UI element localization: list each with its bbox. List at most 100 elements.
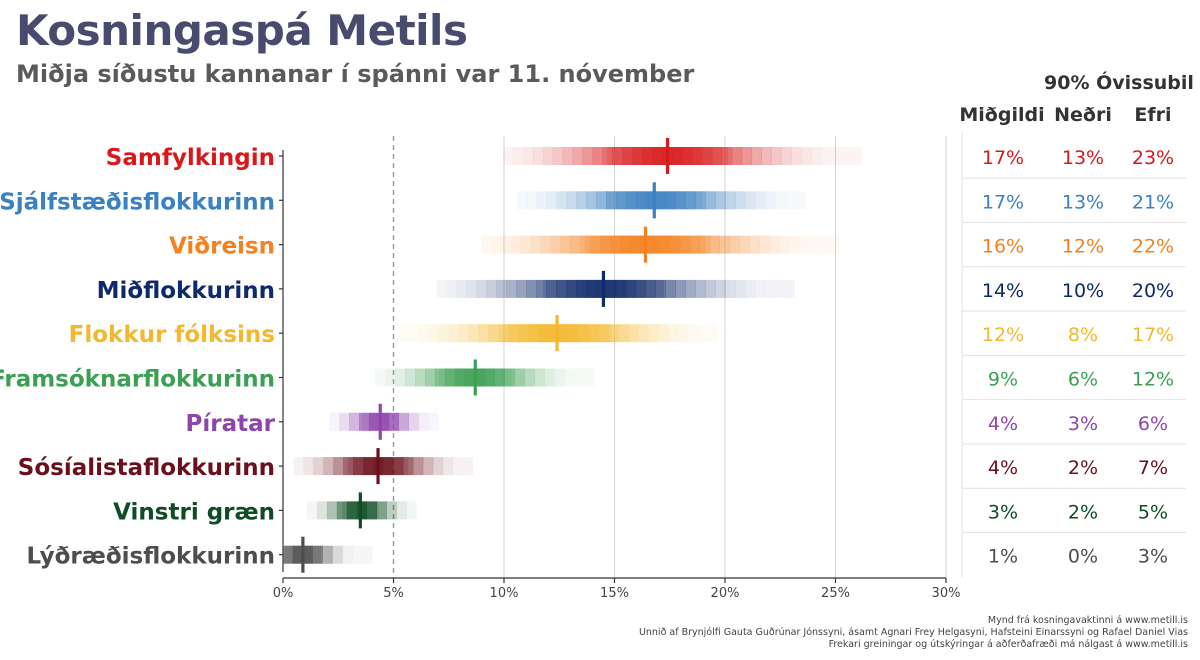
density-segment xyxy=(598,324,609,343)
density-segment xyxy=(556,279,567,298)
median-value: 4% xyxy=(988,457,1018,479)
density-segment xyxy=(765,191,776,210)
party-label: Samfylkingin xyxy=(106,145,275,171)
density-segment xyxy=(339,412,350,431)
x-tick-label: 25% xyxy=(821,586,850,601)
density-segment xyxy=(546,191,557,210)
density-segment xyxy=(336,501,348,520)
density-segment xyxy=(638,324,649,343)
density-segment xyxy=(523,147,534,165)
density-segment xyxy=(695,279,706,298)
density-segment xyxy=(689,235,701,254)
density-segment xyxy=(566,191,577,210)
density-segment xyxy=(725,191,736,210)
density-segment xyxy=(789,235,800,254)
density-segment xyxy=(791,147,802,165)
density-segment xyxy=(580,235,591,254)
party-label: Flokkur fólksins xyxy=(69,322,275,348)
upper-value: 20% xyxy=(1132,280,1174,302)
density-segment xyxy=(574,368,585,387)
density-segment xyxy=(705,279,716,298)
density-segment xyxy=(302,545,313,564)
density-segment xyxy=(647,324,659,343)
density-segment xyxy=(576,279,587,298)
density-segment xyxy=(642,147,653,165)
density-segment xyxy=(741,147,753,165)
density-segment xyxy=(488,324,500,343)
density-segment xyxy=(635,279,646,298)
page-title: Kosningaspá Metils xyxy=(16,6,468,55)
density-segment xyxy=(466,279,477,298)
density-segment xyxy=(632,147,643,165)
upper-value: 22% xyxy=(1132,236,1174,258)
density-segment xyxy=(745,191,756,210)
density-segment xyxy=(343,457,354,476)
density-segment xyxy=(739,235,750,254)
density-segment xyxy=(498,324,510,343)
density-segment xyxy=(352,545,363,564)
density-segment xyxy=(283,545,293,564)
density-segment xyxy=(554,368,565,387)
density-segment xyxy=(625,279,637,298)
median-value: 16% xyxy=(982,236,1024,258)
density-segment xyxy=(520,235,532,254)
density-segment xyxy=(745,279,756,298)
density-segment xyxy=(536,191,547,210)
density-segment xyxy=(516,191,527,210)
density-segment xyxy=(695,191,706,210)
density-segment xyxy=(540,235,551,254)
density-segment xyxy=(376,501,387,520)
density-segment xyxy=(514,368,525,387)
density-segment xyxy=(307,501,318,520)
density-segment xyxy=(516,279,527,298)
density-segment xyxy=(675,279,686,298)
density-segment xyxy=(366,501,377,520)
median-value: 3% xyxy=(988,501,1018,523)
upper-value: 3% xyxy=(1138,546,1168,568)
party-label: Vinstri græn xyxy=(113,499,275,525)
density-segment xyxy=(323,457,334,476)
density-segment xyxy=(560,235,571,254)
density-segment xyxy=(303,457,314,476)
density-segment xyxy=(546,279,557,298)
median-value: 9% xyxy=(988,369,1018,391)
density-segment xyxy=(452,457,463,476)
density-segment xyxy=(725,279,736,298)
density-segment xyxy=(434,368,446,387)
density-segment xyxy=(556,191,567,210)
density-segment xyxy=(625,191,637,210)
density-segment xyxy=(635,191,647,210)
lower-value: 3% xyxy=(1068,413,1098,435)
median-value: 14% xyxy=(982,280,1024,302)
median-value: 12% xyxy=(982,324,1024,346)
density-segment xyxy=(358,412,370,431)
density-segment xyxy=(408,412,419,431)
density-segment xyxy=(715,279,726,298)
density-segment xyxy=(418,412,429,431)
density-segment xyxy=(645,279,656,298)
density-segment xyxy=(655,279,666,298)
density-segment xyxy=(685,279,696,298)
density-segment xyxy=(534,368,545,387)
density-segment xyxy=(385,368,396,387)
lower-value: 0% xyxy=(1068,546,1098,568)
density-segment xyxy=(709,235,721,254)
density-segment xyxy=(566,279,577,298)
density-segment xyxy=(578,324,589,343)
density-segment xyxy=(524,368,535,387)
density-segment xyxy=(809,235,820,254)
upper-value: 6% xyxy=(1138,413,1168,435)
density-segment xyxy=(616,191,627,210)
density-segment xyxy=(608,324,619,343)
density-segment xyxy=(429,324,440,343)
lower-value: 12% xyxy=(1062,236,1104,258)
density-segment xyxy=(378,412,390,431)
density-segment xyxy=(612,147,623,165)
density-segment xyxy=(442,457,454,476)
density-segment xyxy=(322,545,333,564)
density-segment xyxy=(494,368,505,387)
density-segment xyxy=(528,324,539,343)
density-segment xyxy=(672,147,683,165)
density-segment xyxy=(464,368,476,387)
density-segment xyxy=(476,279,487,298)
